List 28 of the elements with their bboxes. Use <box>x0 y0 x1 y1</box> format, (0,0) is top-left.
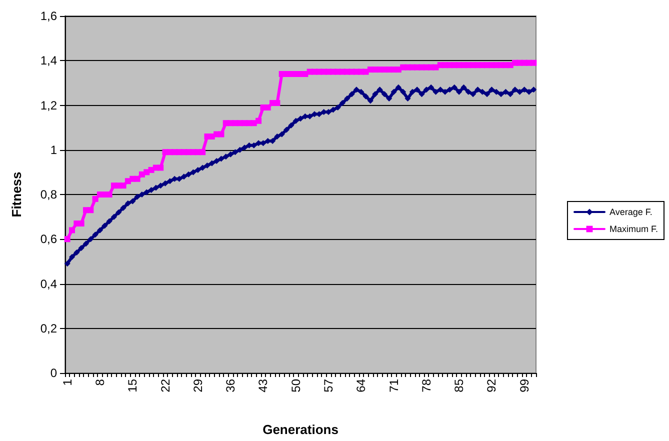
x-axis-title: Generations <box>262 422 338 437</box>
x-tick-label: 71 <box>386 378 401 392</box>
x-tick-label: 1 <box>60 378 74 386</box>
x-tick-label: 8 <box>92 378 107 386</box>
x-tick-label: 29 <box>190 378 205 392</box>
x-tick-label: 22 <box>158 378 172 392</box>
y-tick-label: 1,4 <box>40 54 58 68</box>
x-tick-label: 50 <box>288 378 303 392</box>
x-tick-label: 64 <box>354 378 368 392</box>
x-tick-label: 57 <box>321 378 336 392</box>
y-tick-label: 0,4 <box>40 276 58 291</box>
x-tick-label: 78 <box>419 378 434 392</box>
y-tick-label: 0,2 <box>40 321 58 336</box>
y-tick-label: 1,2 <box>40 98 58 112</box>
y-tick-label: 0 <box>50 366 58 380</box>
x-tick-label: 43 <box>256 378 270 392</box>
x-tick-label: 92 <box>484 378 499 392</box>
y-axis-title: Fitness <box>9 172 24 218</box>
legend-label: Maximum F. <box>610 224 658 234</box>
legend-label: Average F. <box>610 207 652 217</box>
y-tick-label: 1 <box>50 142 58 157</box>
y-tick-label: 0,8 <box>40 188 58 202</box>
y-tick-label: 0,6 <box>40 232 58 246</box>
x-tick-label: 85 <box>452 378 466 392</box>
x-tick-label: 36 <box>224 378 238 392</box>
x-tick-label: 15 <box>126 378 140 392</box>
x-tick-label: 99 <box>517 378 532 392</box>
y-tick-label: 1,6 <box>40 9 58 23</box>
